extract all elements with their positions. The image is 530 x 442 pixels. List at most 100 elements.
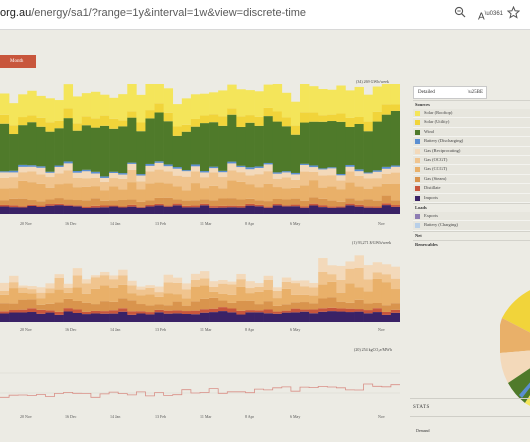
legend-row[interactable]: Gas (CCGT): [413, 165, 530, 175]
energy-bar-segment: [127, 163, 137, 170]
energy-bar-segment: [90, 207, 101, 214]
price-bar-segment: [300, 309, 310, 312]
emissions-line-chart[interactable]: [0, 353, 400, 413]
price-bar-segment: [118, 275, 128, 285]
price-bar-segment: [181, 283, 192, 290]
price-bar-segment: [227, 308, 237, 313]
energy-bar-segment: [163, 88, 174, 113]
price-bar-segment: [172, 294, 183, 302]
price-bar-segment: [172, 313, 183, 322]
energy-bar-segment: [154, 112, 164, 162]
energy-bar-segment: [136, 94, 146, 123]
legend-renewables: Renewables: [413, 239, 530, 249]
energy-bar-segment: [300, 171, 310, 186]
energy-bar-segment: [190, 166, 201, 172]
price-bar-segment: [63, 292, 74, 299]
energy-bar-segment: [36, 167, 46, 175]
price-bar-segment: [54, 311, 64, 315]
energy-stacked-chart[interactable]: [0, 84, 400, 219]
energy-bar-segment: [100, 125, 110, 177]
price-bar-segment: [390, 303, 400, 310]
price-bar-segment: [345, 268, 355, 284]
price-bar-segment: [290, 283, 301, 295]
price-bar-segment: [300, 286, 310, 295]
price-bar-segment: [372, 312, 383, 322]
price-bar-segment: [9, 288, 19, 304]
energy-bar-segment: [54, 100, 64, 121]
legend-row[interactable]: Distillate: [413, 184, 530, 194]
energy-bar-segment: [363, 206, 374, 208]
month-button[interactable]: Month: [0, 55, 36, 68]
energy-bar-segment: [72, 200, 83, 206]
x-tick-label: Nov: [378, 327, 385, 332]
legend-row[interactable]: Gas (OCGT): [413, 155, 530, 166]
legend-swatch: [415, 139, 420, 145]
energy-bar-segment: [0, 204, 10, 207]
price-bar-segment: [218, 293, 228, 301]
price-bar-segment: [9, 303, 19, 311]
price-bar-segment: [172, 282, 183, 295]
favorite-star-icon[interactable]: [505, 5, 521, 22]
read-aloud-icon[interactable]: A\u0361: [478, 11, 504, 23]
price-bar-segment: [381, 311, 392, 315]
energy-bar-segment: [300, 122, 310, 164]
legend-row[interactable]: Wind: [413, 127, 530, 138]
energy-bar-segment: [263, 207, 274, 214]
energy-bar-segment: [190, 164, 201, 167]
price-bar-segment: [272, 313, 283, 322]
price-bar-segment: [300, 311, 310, 322]
legend-row[interactable]: Battery (Charging): [413, 221, 530, 231]
energy-bar-segment: [63, 161, 74, 164]
energy-bar-segment: [118, 189, 128, 201]
energy-bar-segment: [345, 117, 355, 127]
energy-bar-segment: [281, 199, 292, 206]
energy-bar-segment: [272, 178, 283, 188]
energy-bar-segment: [109, 200, 119, 206]
chevron-down-icon: \u25BE: [467, 90, 483, 95]
price-bar-segment: [45, 312, 55, 322]
price-bar-segment: [236, 314, 246, 322]
energy-bar-segment: [218, 205, 228, 208]
price-bar-segment: [318, 308, 328, 312]
legend-row[interactable]: Solar (Rooftop): [413, 109, 530, 119]
price-bar-segment: [327, 307, 337, 312]
energy-bar-segment: [218, 188, 228, 199]
energy-bar-segment: [336, 189, 346, 202]
energy-bar-segment: [109, 171, 119, 173]
view-select[interactable]: Detailed \u25BE: [413, 86, 487, 99]
energy-bar-segment: [254, 204, 264, 207]
energy-bar-segment: [109, 172, 119, 179]
price-bar-segment: [245, 293, 255, 301]
price-bar-segment: [136, 304, 146, 312]
legend-row[interactable]: Solar (Utility): [413, 118, 530, 128]
price-bar-segment: [81, 293, 92, 303]
energy-bar-segment: [136, 122, 146, 132]
legend-row[interactable]: Exports: [413, 211, 530, 222]
address-bar[interactable]: org.au/energy/sa1/?range=1y&interval=1w&…: [0, 7, 306, 19]
legend-row[interactable]: Gas (Reciprocating): [413, 146, 530, 156]
energy-bar-segment: [281, 206, 292, 214]
energy-bar-segment: [145, 204, 155, 207]
price-bar-segment: [154, 296, 164, 305]
price-bar-segment: [63, 283, 74, 288]
legend-row[interactable]: Gas (Steam): [413, 174, 530, 185]
price-stacked-chart[interactable]: [0, 245, 400, 325]
price-bar-segment: [336, 308, 346, 312]
price-bar-segment: [309, 313, 319, 322]
legend-label: Solar (Utility): [424, 119, 450, 125]
energy-bar-segment: [218, 172, 228, 178]
energy-bar-segment: [0, 206, 10, 214]
energy-bar-segment: [372, 121, 383, 171]
legend-row[interactable]: Imports: [413, 193, 530, 203]
price-bar-segment: [354, 255, 364, 268]
price-bar-segment: [236, 273, 246, 280]
legend-label: Battery (Charging): [424, 222, 459, 228]
energy-bar-segment: [309, 121, 319, 166]
zoom-icon[interactable]: [452, 6, 468, 22]
energy-bar-segment: [236, 116, 246, 127]
price-bar-segment: [209, 291, 219, 298]
price-bar-segment: [281, 312, 292, 322]
legend-row[interactable]: Battery (Discharging): [413, 137, 530, 147]
energy-bar-segment: [200, 205, 210, 214]
energy-bar-segment: [300, 200, 310, 207]
